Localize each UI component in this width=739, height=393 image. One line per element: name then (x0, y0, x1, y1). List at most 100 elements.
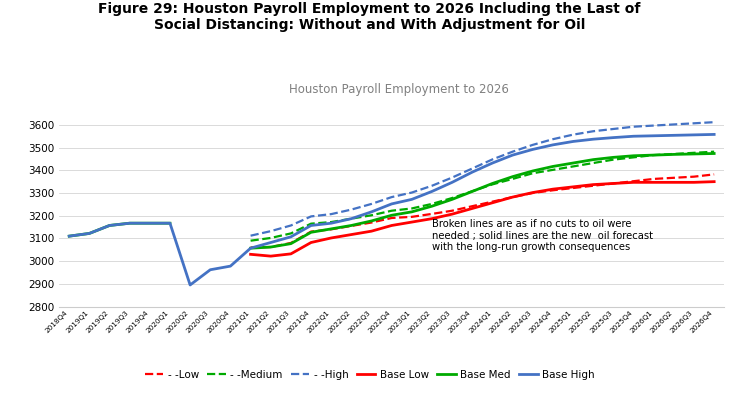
Base Med (246, 246, 255, 251)
- -High (508, 149, 517, 154)
Base Med (387, 213, 396, 218)
Base Med (347, 223, 355, 228)
- -Medium (468, 189, 477, 193)
- -Low (448, 208, 457, 213)
Base High (428, 189, 437, 194)
Line: Base Med: Base Med (69, 154, 714, 248)
Base Low (407, 220, 416, 224)
Base High (488, 161, 497, 165)
Base High (367, 209, 376, 214)
- -Medium (307, 221, 316, 226)
- -Low (629, 179, 638, 184)
- -High (689, 121, 698, 126)
Base Low (548, 187, 557, 191)
Base Med (266, 245, 275, 250)
- -High (448, 175, 457, 180)
- -High (589, 129, 598, 134)
- -High (609, 127, 618, 131)
- -High (407, 190, 416, 195)
Line: - -Medium: - -Medium (251, 152, 714, 241)
- -High (287, 223, 296, 228)
- -High (629, 124, 638, 129)
Base Med (327, 226, 336, 231)
Base Med (146, 221, 154, 226)
Base Low (589, 182, 598, 187)
Base Low (650, 180, 658, 185)
Base High (528, 147, 537, 152)
Base High (709, 132, 718, 137)
Base Med (407, 209, 416, 214)
- -Low (347, 224, 355, 228)
- -Medium (347, 216, 355, 221)
- -Low (568, 185, 577, 190)
Base Low (629, 180, 638, 185)
Base High (568, 139, 577, 144)
Base Low (367, 229, 376, 233)
Base High (387, 202, 396, 206)
- -Medium (709, 149, 718, 154)
- -Medium (448, 196, 457, 200)
Base Low (347, 232, 355, 237)
Base High (589, 137, 598, 141)
- -High (650, 123, 658, 128)
Base High (650, 134, 658, 138)
Base Med (650, 153, 658, 158)
Base Low (508, 195, 517, 200)
Base Low (246, 252, 255, 257)
- -High (387, 195, 396, 200)
Base Med (307, 230, 316, 235)
- -Low (670, 175, 678, 180)
Text: Houston Payroll Employment to 2026: Houston Payroll Employment to 2026 (289, 83, 509, 96)
Line: Base Low: Base Low (251, 182, 714, 256)
- -Medium (528, 171, 537, 176)
- -Medium (629, 155, 638, 160)
Base High (185, 283, 194, 287)
- -Medium (650, 153, 658, 158)
- -High (468, 166, 477, 171)
Base Low (609, 181, 618, 186)
Text: Figure 29: Houston Payroll Employment to 2026 Including the Last of
Social Dista: Figure 29: Houston Payroll Employment to… (98, 2, 641, 32)
- -Low (528, 191, 537, 195)
Base Low (568, 185, 577, 189)
- -High (307, 214, 316, 219)
- -Medium (488, 182, 497, 187)
Base High (407, 197, 416, 202)
- -Low (307, 229, 316, 234)
- -Low (266, 245, 275, 250)
- -Low (589, 184, 598, 188)
Base High (206, 267, 215, 272)
Base Med (65, 234, 74, 239)
- -Low (650, 176, 658, 181)
- -Medium (287, 231, 296, 236)
Base Med (689, 152, 698, 156)
- -Medium (568, 164, 577, 169)
Legend: - -Low, - -Medium, - -High, Base Low, Base Med, Base High: - -Low, - -Medium, - -High, Base Low, Ba… (140, 365, 599, 384)
Base High (287, 235, 296, 239)
- -Medium (589, 161, 598, 165)
Base Low (287, 252, 296, 256)
- -Medium (327, 220, 336, 224)
Base High (105, 223, 114, 228)
- -High (327, 212, 336, 217)
Base Med (629, 153, 638, 158)
Base Med (709, 151, 718, 156)
- -Medium (266, 236, 275, 241)
- -High (568, 132, 577, 137)
Base Low (468, 206, 477, 211)
- -High (670, 122, 678, 127)
- -Medium (689, 151, 698, 155)
Base High (508, 153, 517, 158)
Base High (226, 264, 235, 268)
Base Med (508, 174, 517, 179)
- -Medium (548, 167, 557, 172)
- -High (246, 233, 255, 238)
Base Med (85, 231, 94, 236)
- -Low (407, 215, 416, 219)
Base Low (387, 223, 396, 228)
Base Med (488, 181, 497, 186)
- -Low (287, 241, 296, 245)
- -Low (609, 181, 618, 186)
Base High (689, 132, 698, 137)
- -Medium (367, 213, 376, 218)
Base Med (367, 219, 376, 223)
